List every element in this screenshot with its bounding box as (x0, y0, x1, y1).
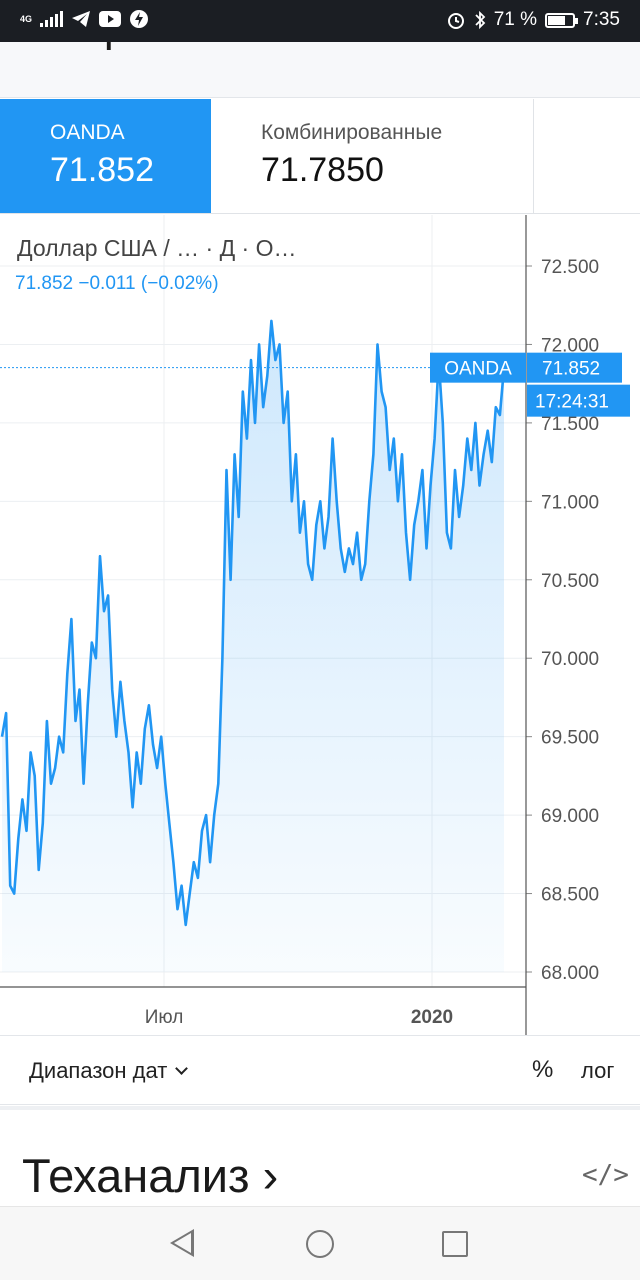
bluetooth-icon (475, 10, 485, 30)
tab-oanda-value: 71.852 (50, 151, 154, 189)
battery-icon (545, 12, 579, 28)
page-header: Форекс (0, 42, 640, 98)
recents-icon[interactable] (442, 1231, 468, 1257)
clock: 7:35 (583, 9, 620, 30)
status-bar: 4G 71 % 7:35 (0, 0, 640, 42)
log-toggle[interactable]: лог (581, 1058, 615, 1083)
series-area (2, 320, 504, 972)
chart-quote: 71.852 −0.011 (−0.02%) (15, 273, 219, 294)
y-tick-label: 70.500 (541, 571, 599, 592)
chart-controls: Диапазон дат % лог (0, 1035, 640, 1105)
y-tick-label: 70.000 (541, 649, 599, 670)
last-price-label: 71.852 (542, 359, 600, 380)
timer-badge (527, 384, 630, 417)
y-tick-label: 69.500 (541, 728, 599, 749)
tab-combined[interactable]: Комбинированные 71.7850 (211, 99, 534, 213)
chart-canvas[interactable]: 72.500 72.000 71.500 71.000 70.500 70.000 69.5… (0, 215, 640, 1035)
back-icon[interactable] (170, 1229, 194, 1257)
timer-label: 17:24:31 (535, 392, 609, 413)
tab-combined-value: 71.7850 (261, 151, 384, 189)
x-tick-label: Июл (145, 1007, 184, 1028)
price-chart[interactable]: 72.500 72.000 71.500 71.000 70.500 70.000 69.5… (0, 215, 640, 1035)
series-line (0, 319, 506, 927)
date-range-label: Диапазон дат (29, 1058, 168, 1083)
y-tick-label: 72.000 (541, 335, 599, 356)
last-source-label: OANDA (444, 359, 512, 380)
last-source-badge (430, 352, 526, 383)
page-title: Форекс (46, 42, 195, 52)
y-tick-label: 68.000 (541, 963, 599, 984)
x-tick-label: 2020 (411, 1007, 453, 1028)
y-tick-label: 68.500 (541, 885, 599, 906)
telegram-icon (72, 11, 90, 27)
home-icon[interactable] (306, 1230, 334, 1258)
last-price-badge (527, 352, 622, 383)
chevron-down-icon (175, 1061, 189, 1075)
percent-toggle[interactable]: % (532, 1056, 554, 1083)
chart-title[interactable]: Доллар США / … · Д · О… (17, 235, 297, 261)
embed-code-icon[interactable]: </> (582, 1160, 629, 1190)
system-nav-bar (0, 1206, 640, 1280)
bolt-icon (130, 10, 148, 28)
y-tick-label: 71.000 (541, 492, 599, 513)
battery-percent: 71 % (493, 9, 538, 30)
tech-analysis-link[interactable]: Теханализ › (22, 1149, 279, 1202)
source-tabs: OANDA 71.852 Комбинированные 71.7850 (0, 99, 640, 214)
tab-combined-name: Комбинированные (261, 121, 443, 144)
date-range-button[interactable]: Диапазон дат (29, 1058, 189, 1084)
tab-oanda[interactable]: OANDA 71.852 (0, 99, 211, 213)
y-tick-label: 72.500 (541, 257, 599, 278)
youtube-icon (99, 11, 121, 27)
tab-oanda-name: OANDA (50, 121, 125, 144)
alarm-icon (447, 13, 464, 29)
network-type: 4G (20, 13, 33, 24)
y-tick-label: 71.500 (541, 414, 599, 435)
section-divider (0, 1106, 640, 1110)
signal-icon (40, 11, 63, 27)
y-tick-label: 69.000 (541, 806, 599, 827)
